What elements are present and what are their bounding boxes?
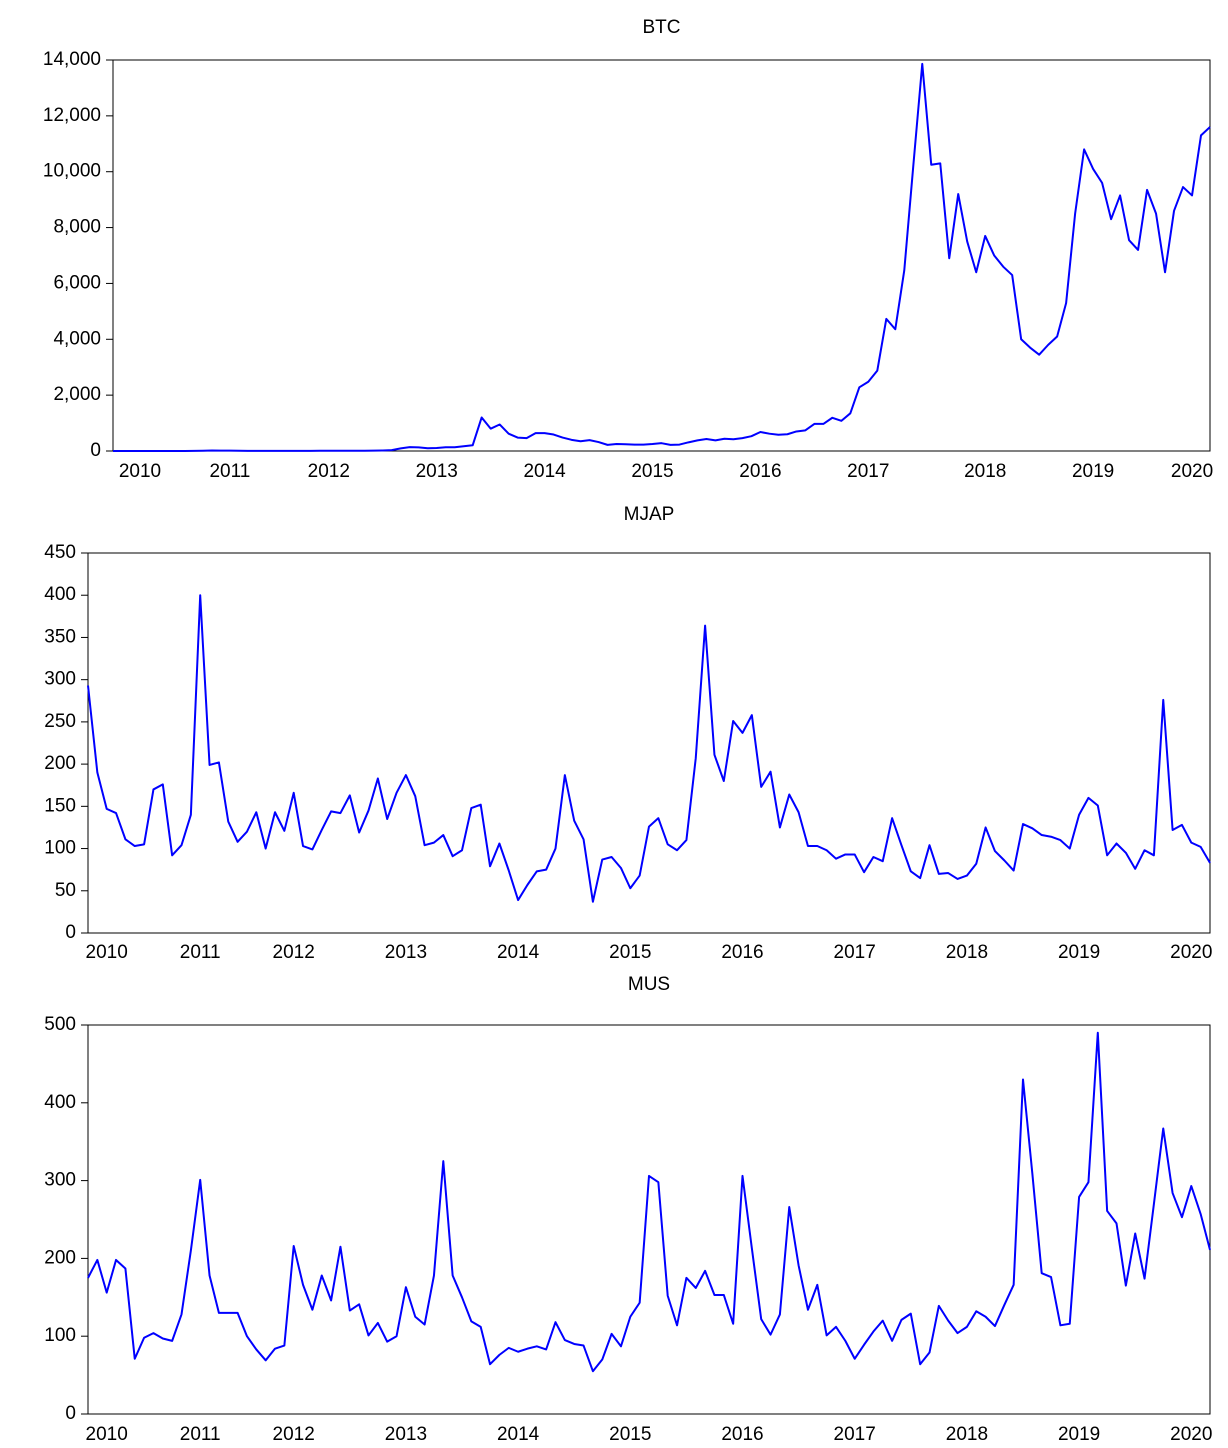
x-tick-label: 2010 [86, 1424, 128, 1445]
y-tick-label: 300 [44, 1170, 76, 1191]
x-tick-label: 2014 [497, 1424, 540, 1445]
x-tick-label: 2019 [1058, 942, 1100, 963]
y-tick-label: 0 [65, 1403, 76, 1424]
x-tick-label: 2015 [631, 461, 673, 482]
x-tick-label: 2014 [497, 942, 540, 963]
y-tick-label: 100 [44, 838, 76, 859]
y-tick-label: 10,000 [43, 161, 101, 182]
x-tick-label: 2014 [523, 461, 566, 482]
x-tick-label: 2020 [1171, 461, 1213, 482]
x-tick-label: 2011 [180, 942, 221, 963]
data-line [113, 62, 1211, 452]
x-tick-label: 2018 [946, 1424, 988, 1445]
x-tick-label: 2011 [180, 1424, 221, 1445]
x-tick-label: 2013 [416, 461, 458, 482]
y-tick-label: 450 [44, 542, 76, 563]
y-tick-label: 12,000 [43, 105, 101, 126]
y-tick-label: 200 [44, 1247, 76, 1268]
chart-title: MJAP [624, 504, 675, 525]
x-tick-label: 2010 [119, 461, 161, 482]
x-tick-label: 2012 [273, 942, 315, 963]
y-tick-label: 300 [44, 669, 76, 690]
x-tick-label: 2019 [1072, 461, 1114, 482]
plot-frame [87, 552, 1211, 934]
y-tick-label: 14,000 [43, 49, 101, 70]
x-tick-label: 2010 [86, 942, 128, 963]
x-tick-label: 2011 [209, 461, 250, 482]
x-tick-label: 2016 [721, 1424, 763, 1445]
plot-frame [87, 1024, 1211, 1415]
x-tick-label: 2020 [1170, 942, 1212, 963]
y-tick-label: 250 [44, 711, 76, 732]
y-tick-label: 8,000 [53, 217, 101, 238]
chart-title: MUS [628, 974, 670, 995]
y-tick-label: 50 [55, 880, 76, 901]
data-line [87, 1031, 1211, 1373]
y-tick-label: 150 [44, 795, 76, 816]
y-tick-label: 500 [44, 1014, 76, 1035]
y-tick-label: 400 [44, 584, 76, 605]
y-tick-label: 6,000 [53, 272, 101, 293]
x-tick-label: 2012 [308, 461, 350, 482]
y-tick-label: 2,000 [53, 384, 101, 405]
y-tick-label: 200 [44, 753, 76, 774]
chart-title: BTC [643, 17, 681, 38]
x-tick-label: 2019 [1058, 1424, 1100, 1445]
y-tick-label: 400 [44, 1092, 76, 1113]
x-tick-label: 2017 [847, 461, 889, 482]
y-tick-label: 4,000 [53, 328, 101, 349]
x-tick-label: 2016 [739, 461, 781, 482]
x-tick-label: 2018 [946, 942, 988, 963]
x-tick-label: 2018 [964, 461, 1006, 482]
x-tick-label: 2015 [609, 1424, 651, 1445]
x-tick-label: 2017 [834, 1424, 876, 1445]
x-tick-label: 2015 [609, 942, 651, 963]
y-tick-label: 0 [90, 440, 101, 461]
x-tick-label: 2016 [721, 942, 763, 963]
x-tick-label: 2013 [385, 942, 427, 963]
plot-frame [112, 59, 1211, 452]
y-tick-label: 0 [65, 922, 76, 943]
x-tick-label: 2013 [385, 1424, 427, 1445]
x-tick-label: 2012 [273, 1424, 315, 1445]
x-tick-label: 2020 [1170, 1424, 1212, 1445]
data-line [87, 594, 1211, 903]
y-tick-label: 100 [44, 1325, 76, 1346]
y-tick-label: 350 [44, 626, 76, 647]
x-tick-label: 2017 [834, 942, 876, 963]
